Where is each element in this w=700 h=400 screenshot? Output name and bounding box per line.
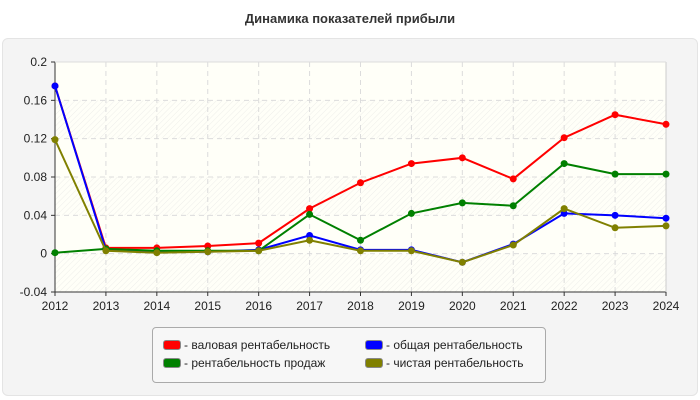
y-tick-label: 0.08: [24, 170, 48, 184]
data-point: [509, 175, 517, 183]
x-tick-label: 2015: [194, 299, 221, 313]
data-point: [306, 205, 314, 213]
legend-label: - валовая рентабельность: [184, 338, 331, 352]
data-point: [357, 247, 364, 255]
data-point: [306, 231, 314, 239]
x-tick-label: 2023: [602, 299, 629, 313]
y-tick-label: 0.04: [24, 208, 48, 222]
series: [51, 136, 670, 266]
legend-label: - рентабельность продаж: [184, 356, 326, 370]
data-point: [407, 247, 415, 255]
x-tick-label: 2024: [653, 299, 680, 313]
data-point: [306, 210, 314, 218]
x-tick-label: 2020: [449, 299, 476, 313]
data-point: [51, 82, 59, 90]
data-point: [458, 258, 466, 266]
data-point: [51, 249, 59, 257]
x-tick-label: 2014: [143, 299, 170, 313]
data-point: [560, 134, 568, 142]
data-point: [255, 247, 263, 255]
data-point: [407, 209, 415, 217]
legend-label: - чистая рентабельность: [386, 356, 524, 370]
data-point: [611, 224, 619, 232]
x-tick-label: 2013: [93, 299, 120, 313]
legend-swatch: [365, 340, 383, 350]
data-point: [357, 179, 364, 187]
data-point: [407, 160, 415, 168]
data-point: [255, 239, 263, 247]
data-point: [611, 170, 619, 178]
data-point: [560, 160, 568, 168]
data-point: [509, 241, 517, 249]
x-tick-label: 2018: [347, 299, 374, 313]
legend-item: - чистая рентабельность: [365, 356, 523, 370]
y-tick-label: 0.12: [24, 132, 48, 146]
data-point: [153, 249, 161, 257]
data-point: [662, 214, 670, 222]
data-point: [560, 205, 568, 213]
legend-item: - валовая рентабельность: [163, 338, 330, 352]
x-tick-label: 2021: [500, 299, 527, 313]
chart-title: Динамика показателей прибыли: [244, 11, 456, 26]
data-point: [306, 236, 314, 244]
y-tick-label: 0: [40, 247, 47, 261]
x-tick-label: 2016: [245, 299, 272, 313]
legend-swatch: [163, 340, 181, 350]
data-point: [357, 236, 364, 244]
y-tick-label: 0.2: [30, 55, 47, 69]
data-point: [102, 247, 110, 255]
data-point: [458, 199, 466, 207]
y-tick-label: 0.16: [24, 93, 48, 107]
legend-label: - общая рентабельность: [386, 338, 523, 352]
legend-item: - рентабельность продаж: [163, 356, 325, 370]
data-point: [611, 111, 619, 119]
data-point: [662, 120, 670, 128]
data-point: [204, 248, 212, 256]
legend-swatch: [163, 358, 181, 368]
x-tick-label: 2017: [296, 299, 323, 313]
data-point: [662, 222, 670, 230]
legend-swatch: [365, 358, 383, 368]
x-tick-label: 2012: [42, 299, 69, 313]
data-point: [51, 136, 59, 144]
data-point: [458, 154, 466, 162]
data-point: [560, 209, 568, 217]
data-point: [611, 211, 619, 219]
data-point: [509, 202, 517, 210]
y-tick-label: -0.04: [20, 285, 48, 299]
legend-item: - общая рентабельность: [365, 338, 523, 352]
data-point: [204, 242, 212, 250]
legend: - валовая рентабельность - общая рентабе…: [152, 327, 546, 383]
x-tick-label: 2022: [551, 299, 578, 313]
x-tick-label: 2019: [398, 299, 425, 313]
data-point: [662, 170, 670, 178]
